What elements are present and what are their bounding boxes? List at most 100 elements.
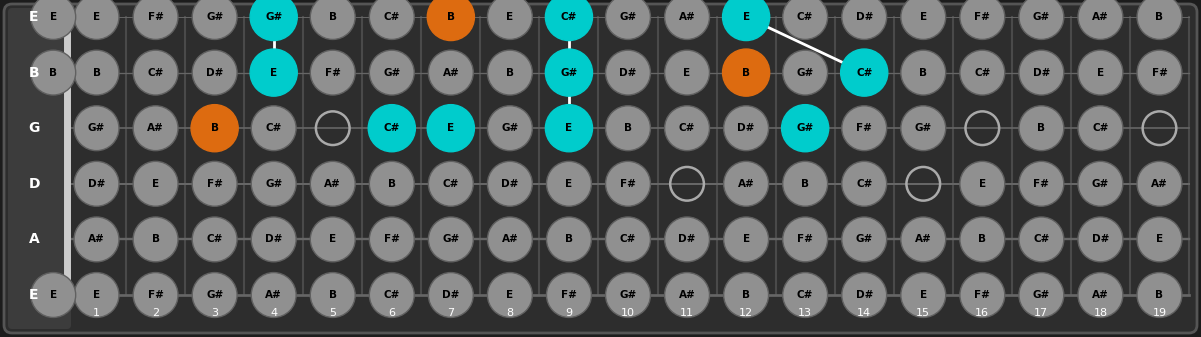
Text: F#: F#: [1152, 68, 1167, 78]
Text: 12: 12: [739, 308, 753, 318]
Text: 9: 9: [566, 308, 573, 318]
Circle shape: [133, 273, 178, 317]
Circle shape: [1137, 273, 1182, 317]
Circle shape: [960, 0, 1005, 39]
Circle shape: [783, 50, 827, 95]
Text: 13: 13: [799, 308, 812, 318]
Text: B: B: [919, 68, 927, 78]
Circle shape: [192, 161, 237, 206]
Circle shape: [901, 217, 945, 262]
Text: G#: G#: [620, 290, 637, 300]
Text: 4: 4: [270, 308, 277, 318]
Text: E: E: [683, 68, 691, 78]
Text: C#: C#: [383, 290, 400, 300]
Text: A#: A#: [502, 235, 519, 244]
Circle shape: [901, 50, 945, 95]
Circle shape: [251, 161, 297, 206]
Circle shape: [724, 161, 769, 206]
Circle shape: [133, 161, 178, 206]
Text: B: B: [1155, 290, 1164, 300]
Text: G#: G#: [1092, 179, 1109, 189]
Text: A#: A#: [1151, 179, 1167, 189]
Text: C#: C#: [383, 12, 400, 22]
Text: B: B: [742, 68, 751, 78]
Text: 16: 16: [975, 308, 990, 318]
Text: A#: A#: [88, 235, 104, 244]
Text: C#: C#: [974, 68, 991, 78]
Text: 6: 6: [388, 308, 395, 318]
Circle shape: [488, 161, 532, 206]
Circle shape: [960, 161, 1005, 206]
Circle shape: [31, 0, 76, 39]
Text: B: B: [979, 235, 986, 244]
Circle shape: [251, 217, 297, 262]
Text: A#: A#: [324, 179, 341, 189]
Text: E: E: [447, 123, 454, 133]
Text: 19: 19: [1153, 308, 1166, 318]
Circle shape: [664, 50, 710, 95]
Circle shape: [192, 0, 237, 39]
Circle shape: [133, 106, 178, 151]
Text: C#: C#: [797, 12, 813, 22]
Text: B: B: [1155, 12, 1164, 22]
Text: C#: C#: [265, 123, 282, 133]
Circle shape: [901, 273, 945, 317]
Text: D#: D#: [501, 179, 519, 189]
Text: B: B: [329, 12, 336, 22]
Text: E: E: [566, 179, 573, 189]
Circle shape: [723, 0, 770, 40]
Circle shape: [133, 217, 178, 262]
Circle shape: [31, 273, 76, 317]
Circle shape: [488, 217, 532, 262]
Circle shape: [250, 0, 297, 40]
Text: G: G: [29, 121, 40, 135]
Text: G#: G#: [442, 235, 460, 244]
Circle shape: [1018, 217, 1064, 262]
Text: E: E: [920, 290, 927, 300]
Text: F#: F#: [797, 235, 813, 244]
Circle shape: [842, 106, 886, 151]
Text: E: E: [49, 290, 56, 300]
Text: E: E: [329, 235, 336, 244]
Text: B: B: [151, 235, 160, 244]
Text: D#: D#: [737, 123, 754, 133]
Circle shape: [488, 106, 532, 151]
Circle shape: [429, 50, 473, 95]
Circle shape: [545, 0, 592, 40]
Circle shape: [842, 0, 886, 39]
Text: 7: 7: [447, 308, 454, 318]
Circle shape: [664, 273, 710, 317]
Circle shape: [901, 0, 945, 39]
Text: A#: A#: [148, 123, 165, 133]
Circle shape: [1137, 50, 1182, 95]
Circle shape: [310, 50, 355, 95]
Circle shape: [783, 217, 827, 262]
Circle shape: [192, 50, 237, 95]
Text: D#: D#: [88, 179, 106, 189]
Circle shape: [783, 161, 827, 206]
Text: G#: G#: [855, 235, 873, 244]
Circle shape: [546, 217, 591, 262]
Text: A#: A#: [442, 68, 459, 78]
Circle shape: [1078, 0, 1123, 39]
Text: E: E: [566, 123, 573, 133]
Circle shape: [428, 104, 474, 152]
Text: C#: C#: [679, 123, 695, 133]
Text: E: E: [49, 12, 56, 22]
Circle shape: [664, 217, 710, 262]
Text: E: E: [92, 12, 100, 22]
Circle shape: [783, 0, 827, 39]
Text: G#: G#: [501, 123, 519, 133]
Text: 5: 5: [329, 308, 336, 318]
Text: C#: C#: [148, 68, 163, 78]
Circle shape: [74, 161, 119, 206]
Text: G#: G#: [207, 12, 223, 22]
Text: C#: C#: [856, 179, 872, 189]
Circle shape: [74, 0, 119, 39]
Circle shape: [74, 106, 119, 151]
Text: B: B: [29, 66, 40, 80]
Circle shape: [370, 0, 414, 39]
Text: E: E: [979, 179, 986, 189]
Text: E: E: [29, 288, 38, 302]
Text: D#: D#: [855, 12, 873, 22]
